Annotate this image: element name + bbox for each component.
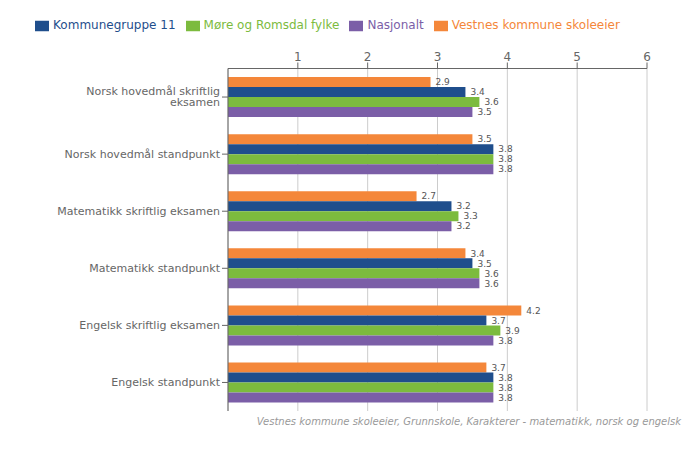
svg-text:3.7: 3.7 <box>491 363 505 373</box>
svg-text:3.8: 3.8 <box>498 383 513 393</box>
svg-text:6: 6 <box>643 50 651 64</box>
svg-text:3.6: 3.6 <box>484 97 499 107</box>
html-text:Nasjonalt: Nasjonalt <box>367 18 424 32</box>
svg-text:Matematikk skriftlig eksamen: Matematikk skriftlig eksamen <box>57 205 220 218</box>
svg-text:3.8: 3.8 <box>498 336 513 346</box>
svg-text:5: 5 <box>573 50 581 64</box>
svg-text:Norsk hovedmål standpunkt: Norsk hovedmål standpunkt <box>65 148 221 161</box>
svg-text:1: 1 <box>294 50 302 64</box>
svg-text:3.4: 3.4 <box>470 249 485 259</box>
svg-text:2.7: 2.7 <box>422 191 436 201</box>
svg-text:3.5: 3.5 <box>477 134 491 144</box>
html-text:Vestnes kommune skoleeier, Gru: Vestnes kommune skoleeier, Grunnskole, K… <box>256 416 681 427</box>
svg-text:3.5: 3.5 <box>477 259 491 269</box>
svg-text:3.9: 3.9 <box>505 326 520 336</box>
svg-text:3.8: 3.8 <box>498 154 513 164</box>
svg-text:3.8: 3.8 <box>498 373 513 383</box>
html-text:Vestnes kommune skoleeier: Vestnes kommune skoleeier <box>451 18 620 32</box>
svg-text:3.6: 3.6 <box>484 269 499 279</box>
svg-text:Engelsk standpunkt: Engelsk standpunkt <box>111 376 220 389</box>
svg-text:3.3: 3.3 <box>463 211 477 221</box>
svg-text:Norsk hovedmål skriftligeksame: Norsk hovedmål skriftligeksamen <box>86 85 220 109</box>
svg-text:Matematikk standpunkt: Matematikk standpunkt <box>89 262 220 275</box>
svg-text:3.6: 3.6 <box>484 279 499 289</box>
svg-text:3.2: 3.2 <box>456 201 470 211</box>
svg-text:Engelsk skriftlig eksamen: Engelsk skriftlig eksamen <box>79 319 220 332</box>
svg-text:3.8: 3.8 <box>498 144 513 154</box>
svg-text:3: 3 <box>434 50 442 64</box>
svg-text:4.2: 4.2 <box>526 306 540 316</box>
svg-text:4: 4 <box>504 50 512 64</box>
svg-text:3.5: 3.5 <box>477 107 491 117</box>
svg-text:3.2: 3.2 <box>456 221 470 231</box>
svg-text:2.9: 2.9 <box>436 77 451 87</box>
svg-text:3.8: 3.8 <box>498 393 513 403</box>
html-text:Kommunegruppe 11: Kommunegruppe 11 <box>53 18 176 32</box>
svg-text:3.4: 3.4 <box>470 87 485 97</box>
html-text:Møre og Romsdal fylke: Møre og Romsdal fylke <box>203 18 340 32</box>
svg-text:3.7: 3.7 <box>491 316 505 326</box>
svg-text:2: 2 <box>364 50 372 64</box>
svg-text:3.8: 3.8 <box>498 164 513 174</box>
